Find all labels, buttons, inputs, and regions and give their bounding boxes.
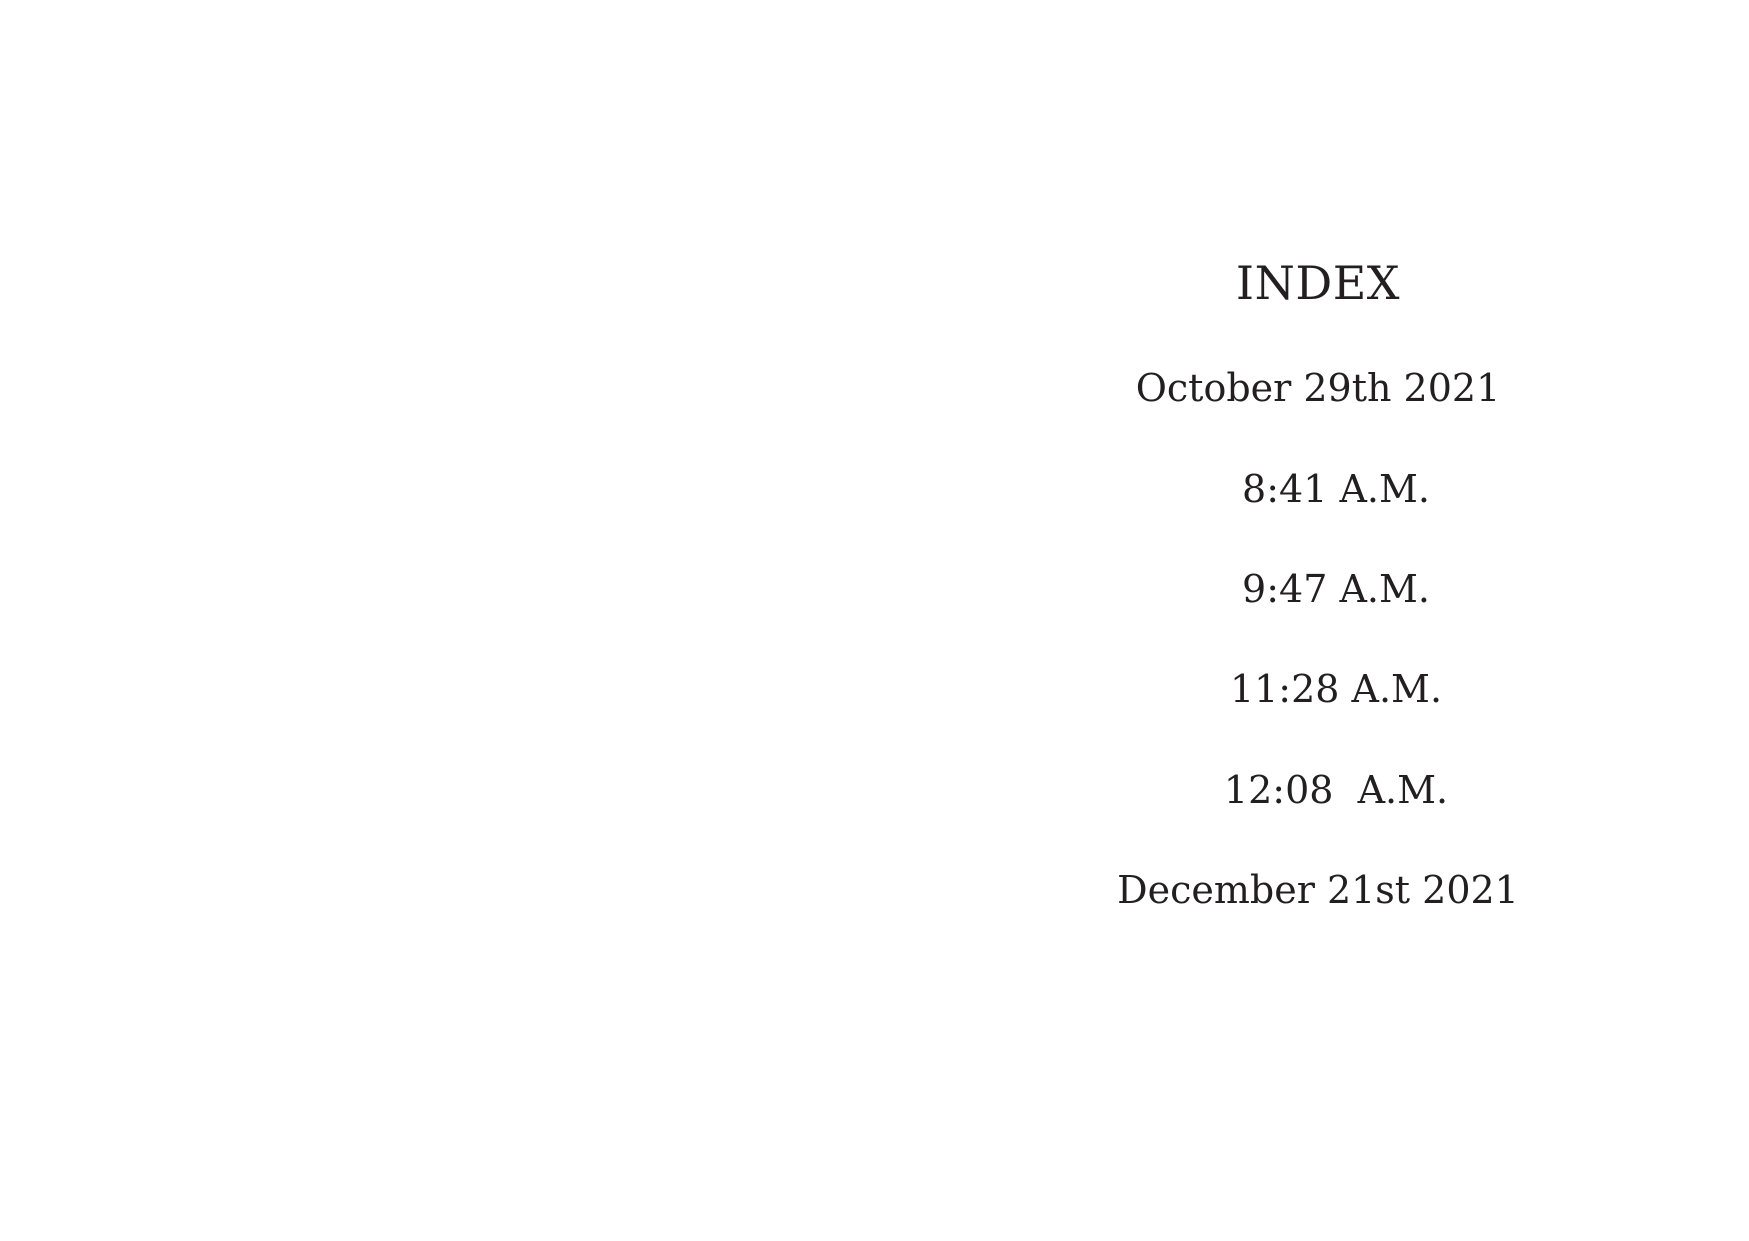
index-entry-time: 9:47 A.M. <box>1242 567 1430 611</box>
index-entry-time: 12:08 A.M. <box>1223 768 1449 812</box>
index-entry-time: 8:41 A.M. <box>1242 467 1430 511</box>
index-entry-date: December 21st 2021 <box>1117 868 1519 912</box>
index-title: INDEX <box>1235 256 1401 310</box>
left-page <box>0 0 874 1241</box>
index-entry-date: October 29th 2021 <box>1135 366 1501 410</box>
right-page <box>874 0 1749 1241</box>
index-entry-time: 11:28 A.M. <box>1229 667 1443 711</box>
